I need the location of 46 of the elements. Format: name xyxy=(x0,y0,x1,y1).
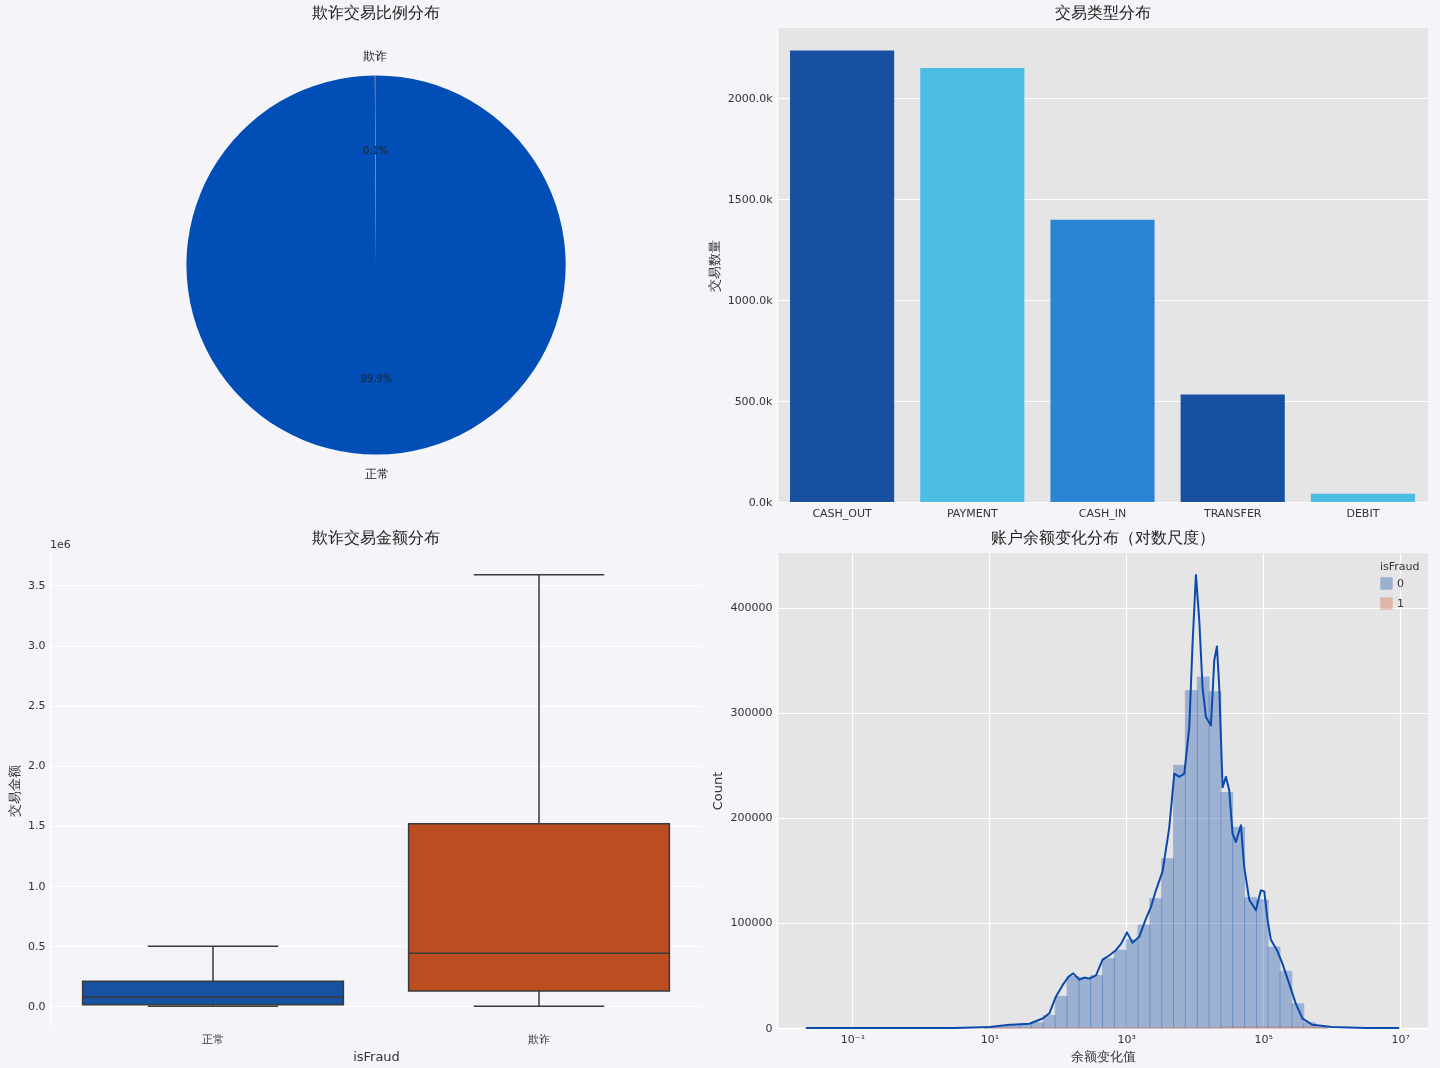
y-axis-title: 交易数量 xyxy=(706,239,722,292)
x-tick-label: 正常 xyxy=(202,1032,224,1046)
x-tick-label: 10⁻¹ xyxy=(840,1032,866,1046)
y-tick-label: 200000 xyxy=(730,811,773,825)
y-tick-label: 0.5 xyxy=(28,939,46,953)
y-tick-label: 300000 xyxy=(730,706,773,720)
x-tick-label: 10⁵ xyxy=(1254,1032,1273,1046)
x-axis-title: 余额变化值 xyxy=(1070,1048,1136,1064)
y-tick-label: 1000.0k xyxy=(727,293,774,307)
y-tick-label: 0 xyxy=(765,1021,773,1035)
y-tick-label: 500.0k xyxy=(734,394,774,408)
y-tick-label: 3.0 xyxy=(28,639,46,653)
x-tick-label: PAYMENT xyxy=(946,506,998,520)
chart-title: 欺诈交易比例分布 xyxy=(312,3,440,22)
slice-label: 正常 xyxy=(364,466,389,481)
y-axis-title: Count xyxy=(709,771,725,811)
x-tick-label: DEBIT xyxy=(1346,506,1380,520)
y-tick-label: 1.0 xyxy=(28,879,46,893)
y-tick-label: 1500.0k xyxy=(727,192,774,206)
y-tick-label: 2.5 xyxy=(28,699,46,713)
x-tick-label: 欺诈 xyxy=(528,1032,550,1046)
y-tick-label: 0.0 xyxy=(28,999,46,1013)
y-tick-label: 1.5 xyxy=(28,819,46,833)
x-tick-label: 10³ xyxy=(1117,1032,1137,1046)
chart-title: 欺诈交易金额分布 xyxy=(312,528,440,547)
x-tick-label: CASH_OUT xyxy=(812,506,873,520)
y-axis-title: 交易金额 xyxy=(7,765,23,817)
text: 1e6 xyxy=(50,538,71,551)
slice-label: 欺诈 xyxy=(363,49,388,64)
y-tick-label: 2.0 xyxy=(28,759,46,773)
x-tick-label: CASH_IN xyxy=(1078,506,1127,520)
y-tick-label: 2000.0k xyxy=(727,91,774,105)
y-tick-label: 400000 xyxy=(730,601,773,615)
x-axis-title: isFraud xyxy=(353,1048,400,1064)
x-tick-label: 10¹ xyxy=(980,1032,1000,1046)
legend-label: 0 xyxy=(1397,576,1404,590)
chart-title: 账户余额变化分布（对数尺度） xyxy=(990,528,1215,547)
x-tick-label: TRANSFER xyxy=(1202,506,1262,520)
y-tick-label: 0.0k xyxy=(748,495,774,509)
chart-title: 交易类型分布 xyxy=(1054,3,1151,22)
legend-label: 1 xyxy=(1397,596,1404,610)
y-tick-label: 100000 xyxy=(730,916,773,930)
x-tick-label: 10⁷ xyxy=(1391,1032,1410,1046)
data-label: 99.9% xyxy=(360,372,393,384)
legend-title: isFraud xyxy=(1380,560,1420,573)
y-tick-label: 3.5 xyxy=(28,578,46,592)
